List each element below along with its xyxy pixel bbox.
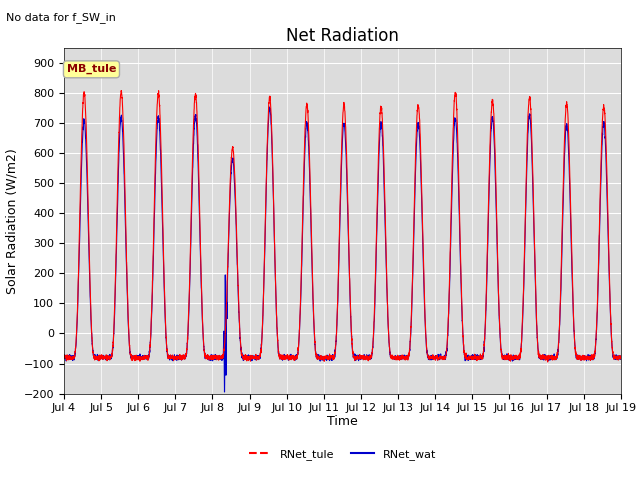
Text: No data for f_SW_in: No data for f_SW_in [6,12,116,23]
RNet_wat [322,354,330,360]
RNet_tule [322,354,330,360]
Title: Net Radiation: Net Radiation [286,27,399,45]
RNet_wat [160,282,168,288]
Line: RNet_wat: RNet_wat [64,107,621,392]
RNet_tule [60,352,68,358]
RNet_tule [467,355,475,360]
RNet_tule [616,355,624,361]
X-axis label: Time: Time [327,415,358,428]
RNet_wat [221,389,228,395]
RNet_wat [436,354,444,360]
RNet_tule [117,88,125,94]
RNet_wat [617,354,625,360]
RNet_tule [161,277,168,283]
RNet_wat [60,354,68,360]
RNet_wat [616,357,624,362]
RNet_tule [436,353,444,359]
RNet_wat [499,355,507,360]
RNet_tule [499,354,507,360]
RNet_tule [544,359,552,365]
Y-axis label: Solar Radiation (W/m2): Solar Radiation (W/m2) [5,148,18,294]
RNet_wat [266,104,273,110]
RNet_tule [617,355,625,360]
Legend: RNet_tule, RNet_wat: RNet_tule, RNet_wat [244,444,440,464]
RNet_wat [468,355,476,360]
Line: RNet_tule: RNet_tule [64,91,621,362]
Text: MB_tule: MB_tule [67,64,116,74]
